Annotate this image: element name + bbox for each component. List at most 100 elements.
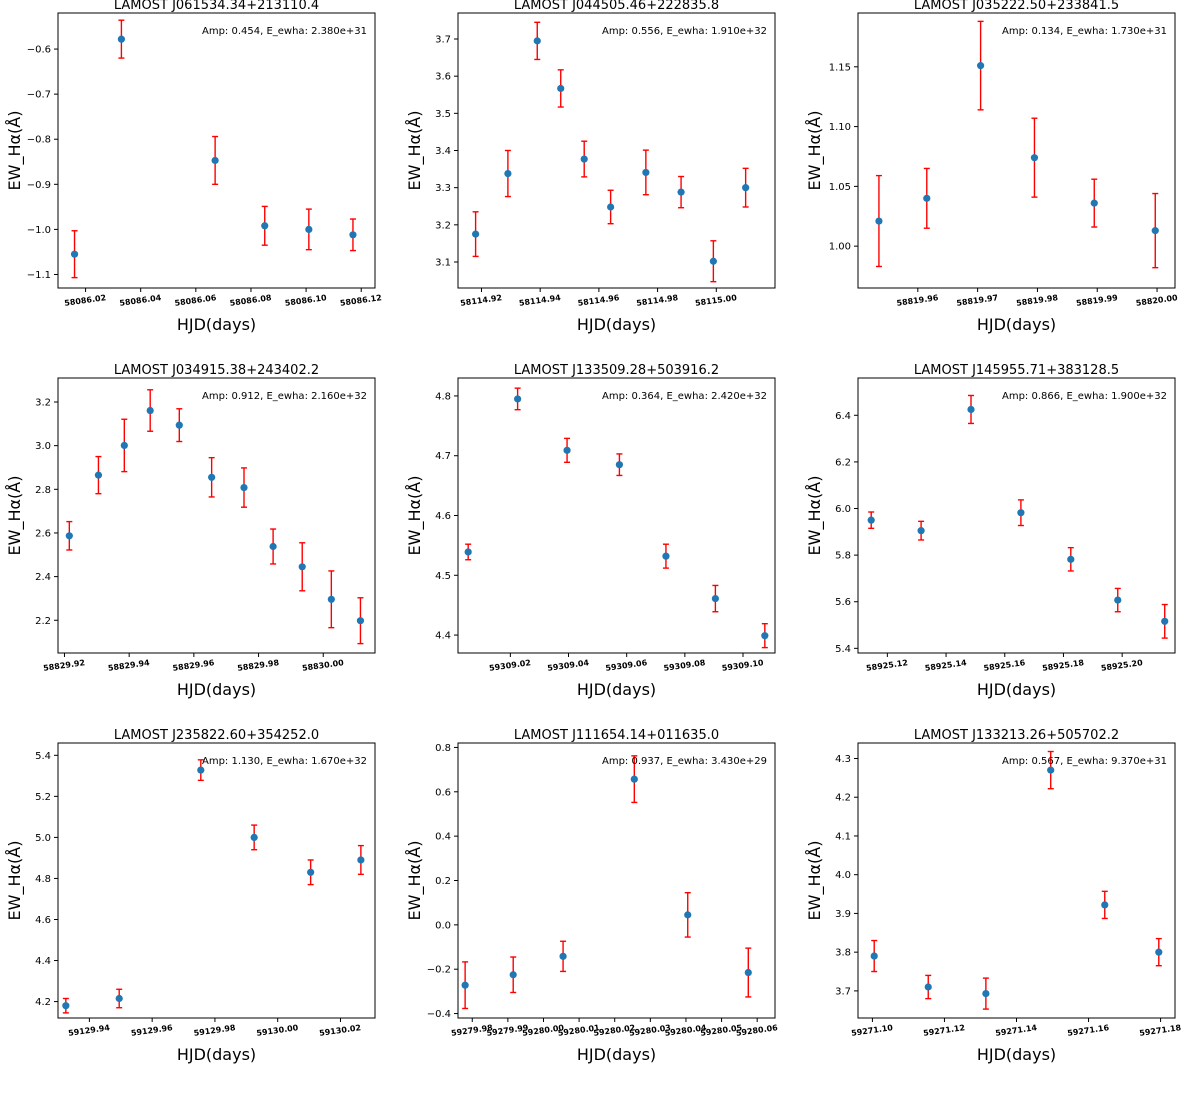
data-point — [509, 971, 517, 979]
amplitude-annotation: Amp: 0.937, E_ewha: 3.430e+29 — [602, 756, 767, 767]
y-tick-label: 5.0 — [35, 833, 51, 844]
chart-title: LAMOST J145955.71+383128.5 — [914, 363, 1119, 378]
plot-frame — [57, 12, 376, 289]
x-tick-label: 58819.97 — [956, 293, 999, 308]
chart-panel-7: LAMOST J235822.60+354252.0 59129.94 59129.… — [0, 728, 400, 1095]
data-point-group — [923, 167, 931, 229]
y-tick-label: 0.6 — [435, 787, 451, 798]
chart-title: LAMOST J133213.26+505702.2 — [914, 728, 1119, 743]
data-point — [504, 169, 512, 178]
x-tick-label: 58115.00 — [695, 293, 738, 308]
y-tick-label: 3.9 — [835, 909, 851, 920]
data-point-group — [1101, 890, 1109, 920]
data-point-group — [504, 149, 512, 198]
x-tick-label: 58086.10 — [284, 293, 327, 308]
y-tick-label: 4.6 — [435, 511, 451, 522]
y-tick-label: −0.4 — [427, 1009, 451, 1020]
data-point-group — [615, 453, 624, 477]
data-point — [357, 856, 365, 864]
data-point-group — [307, 859, 315, 886]
data-point-group — [630, 755, 638, 804]
y-tick-label: 3.1 — [435, 257, 451, 268]
x-tick-label: 59280.06 — [735, 1023, 778, 1038]
plot-frame — [457, 377, 776, 654]
data-point-group — [357, 844, 365, 876]
plot-frame — [857, 377, 1176, 654]
chart-svg: LAMOST J111654.14+011635.059279.9859279.… — [405, 728, 779, 1064]
y-tick-label: −0.8 — [27, 135, 51, 146]
data-point-group — [327, 570, 335, 629]
chart-panel-4: LAMOST J034915.38+243402.2 58829.92 58829.… — [0, 363, 400, 730]
data-point — [924, 983, 932, 991]
data-point-group — [924, 974, 932, 1000]
data-point — [305, 225, 313, 233]
data-point — [867, 516, 875, 524]
data-point-group — [761, 623, 769, 649]
data-point — [1151, 227, 1159, 235]
plot-frame — [857, 12, 1176, 289]
x-tick-label: 59309.04 — [547, 658, 590, 673]
data-point — [559, 952, 567, 960]
data-point-group — [65, 520, 73, 551]
amplitude-annotation: Amp: 0.134, E_ewha: 1.730e+31 — [1002, 26, 1167, 37]
x-tick-label: 58830.00 — [301, 658, 344, 673]
chart-panel-2: LAMOST J044505.46+222835.8 58114.92 58114.… — [400, 0, 800, 365]
data-point-group — [1155, 937, 1163, 967]
x-tick-label: 59271.18 — [1139, 1023, 1182, 1038]
y-tick-label: 0.0 — [435, 920, 451, 931]
x-tick-label: 58819.98 — [1016, 293, 1059, 308]
x-tick-label: 58925.14 — [924, 658, 967, 673]
x-tick-label: 58829.96 — [172, 658, 215, 673]
amplitude-annotation: Amp: 0.454, E_ewha: 2.380e+31 — [202, 26, 367, 37]
data-point — [472, 230, 480, 238]
data-point-group — [211, 135, 219, 186]
data-point — [761, 632, 769, 640]
y-axis-label: EW_Hα(Å) — [805, 841, 825, 921]
y-tick-label: 0.8 — [435, 743, 451, 754]
y-tick-label: 3.2 — [35, 398, 51, 409]
amplitude-annotation: Amp: 0.364, E_ewha: 2.420e+32 — [602, 391, 767, 402]
chart-panel-5: LAMOST J133509.28+503916.2 59309.02 59309.… — [400, 363, 800, 730]
y-tick-label: 0.4 — [435, 832, 451, 843]
y-axis-label: EW_Hα(Å) — [405, 111, 425, 191]
data-point — [744, 968, 752, 977]
data-point-group — [197, 759, 205, 782]
x-axis-label: HJD(days) — [177, 680, 256, 699]
chart-title: LAMOST J133509.28+503916.2 — [514, 363, 719, 378]
data-point — [1047, 766, 1055, 774]
data-point — [982, 989, 990, 998]
y-tick-label: 1.00 — [829, 242, 851, 253]
y-tick-label: 5.6 — [835, 597, 851, 608]
data-point-group — [70, 230, 79, 279]
data-point-group — [711, 584, 719, 613]
chart-svg: LAMOST J034915.38+243402.2 58829.92 58829.… — [5, 363, 376, 699]
x-tick-label: 58925.20 — [1100, 658, 1143, 673]
chart-title: LAMOST J034915.38+243402.2 — [114, 363, 319, 378]
data-point-group — [146, 389, 154, 432]
data-point — [615, 461, 624, 469]
x-tick-label: 59309.02 — [489, 658, 532, 673]
data-point — [684, 911, 692, 919]
y-tick-label: 5.4 — [835, 644, 851, 655]
data-point — [1030, 154, 1039, 162]
chart-panel-6: LAMOST J145955.71+383128.5 58925.12 58925.… — [800, 363, 1200, 730]
data-point-group — [120, 418, 128, 473]
data-point — [557, 84, 565, 93]
data-point — [117, 35, 125, 43]
y-tick-label: −0.2 — [427, 965, 451, 976]
y-tick-label: 1.15 — [829, 62, 851, 73]
data-point — [146, 406, 154, 415]
data-point — [1114, 596, 1122, 604]
data-point-group — [250, 824, 258, 851]
data-point — [711, 594, 719, 603]
data-point-group — [356, 597, 365, 645]
y-tick-label: 3.7 — [435, 35, 451, 46]
plot-frame — [457, 742, 776, 1019]
y-tick-label: 4.2 — [35, 997, 51, 1008]
chart-title: LAMOST J111654.14+011635.0 — [514, 728, 719, 743]
data-point — [298, 563, 306, 571]
y-tick-label: 6.0 — [835, 504, 851, 515]
data-point-group — [870, 939, 878, 973]
data-point-group — [559, 940, 567, 973]
y-tick-label: 5.4 — [35, 751, 51, 762]
